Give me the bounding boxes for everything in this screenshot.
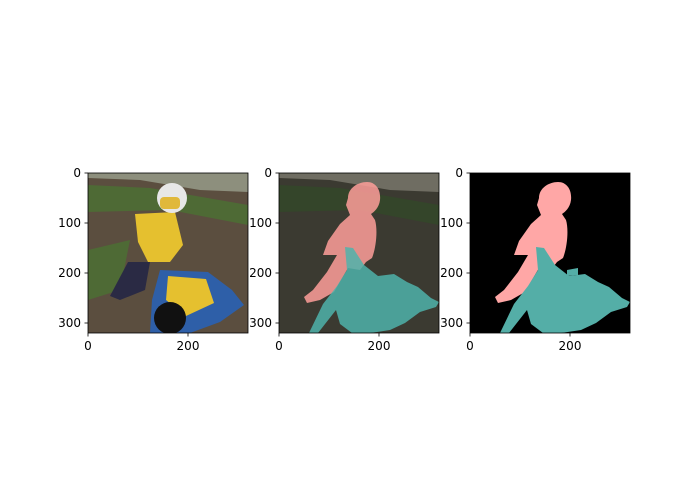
photo-rider-legs [110, 262, 150, 300]
overlay-person [304, 182, 381, 303]
x-tick-label: 0 [466, 339, 474, 353]
photo-rider [135, 212, 183, 262]
mask-motorbike-fragment [567, 268, 578, 276]
y-tick-label: 200 [440, 266, 463, 280]
x-tick-label: 0 [84, 339, 92, 353]
axes-mask: 0 200 0 100 200 300 [440, 166, 631, 353]
y-tick-label: 100 [58, 216, 81, 230]
x-tick-label: 0 [275, 339, 283, 353]
y-tick-label: 200 [58, 266, 81, 280]
mask-motorbike [500, 247, 630, 333]
photo-sky [88, 173, 248, 192]
x-tick-label: 200 [368, 339, 391, 353]
y-tick-label: 300 [440, 316, 463, 330]
mask-person [495, 182, 572, 303]
axes-frame [87, 172, 249, 334]
overlay-sky [279, 173, 439, 192]
y-tick-label: 200 [249, 266, 272, 280]
axes-frame [278, 172, 440, 334]
axes-overlay: 0 200 0 100 200 300 [249, 166, 440, 353]
photo-front-wheel [154, 302, 186, 333]
axes-frame [469, 172, 631, 334]
y-tick-label: 0 [264, 166, 272, 180]
y-tick-label: 300 [58, 316, 81, 330]
x-tick-label: 200 [559, 339, 582, 353]
overlay-motorbike [309, 247, 439, 333]
photo-goggles [160, 197, 180, 209]
y-tick-label: 0 [73, 166, 81, 180]
panel-mask [470, 173, 630, 333]
panel-photo [88, 173, 248, 333]
y-tick-label: 100 [440, 216, 463, 230]
y-tick-label: 100 [249, 216, 272, 230]
axes-photo: 0 200 0 100 200 300 [58, 166, 249, 353]
y-tick-label: 0 [455, 166, 463, 180]
panel-overlay [279, 173, 439, 333]
y-tick-label: 300 [249, 316, 272, 330]
x-tick-label: 200 [177, 339, 200, 353]
